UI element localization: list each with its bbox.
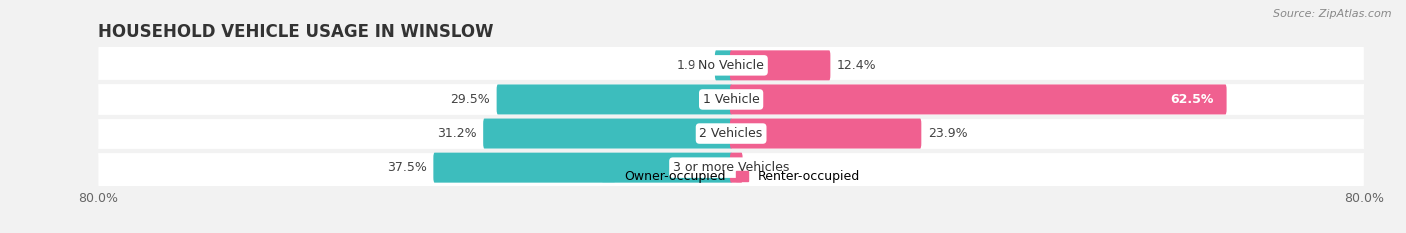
Text: 23.9%: 23.9% [928,127,967,140]
Text: 3 or more Vehicles: 3 or more Vehicles [673,161,789,174]
FancyBboxPatch shape [433,153,733,183]
Text: No Vehicle: No Vehicle [699,59,763,72]
FancyBboxPatch shape [730,153,742,183]
Text: 62.5%: 62.5% [1170,93,1213,106]
FancyBboxPatch shape [98,68,1364,131]
Text: HOUSEHOLD VEHICLE USAGE IN WINSLOW: HOUSEHOLD VEHICLE USAGE IN WINSLOW [98,24,494,41]
FancyBboxPatch shape [730,50,831,80]
FancyBboxPatch shape [730,84,1226,114]
Text: Source: ZipAtlas.com: Source: ZipAtlas.com [1274,9,1392,19]
FancyBboxPatch shape [730,119,921,149]
Text: 29.5%: 29.5% [450,93,489,106]
FancyBboxPatch shape [484,119,733,149]
Text: 12.4%: 12.4% [837,59,877,72]
Text: 31.2%: 31.2% [437,127,477,140]
Text: 2 Vehicles: 2 Vehicles [700,127,762,140]
Text: 37.5%: 37.5% [387,161,426,174]
FancyBboxPatch shape [496,84,733,114]
Text: 1.3%: 1.3% [749,161,782,174]
Text: 1.9%: 1.9% [676,59,709,72]
FancyBboxPatch shape [98,136,1364,199]
FancyBboxPatch shape [98,102,1364,165]
FancyBboxPatch shape [714,50,733,80]
FancyBboxPatch shape [98,34,1364,97]
Legend: Owner-occupied, Renter-occupied: Owner-occupied, Renter-occupied [602,170,860,183]
Text: 1 Vehicle: 1 Vehicle [703,93,759,106]
